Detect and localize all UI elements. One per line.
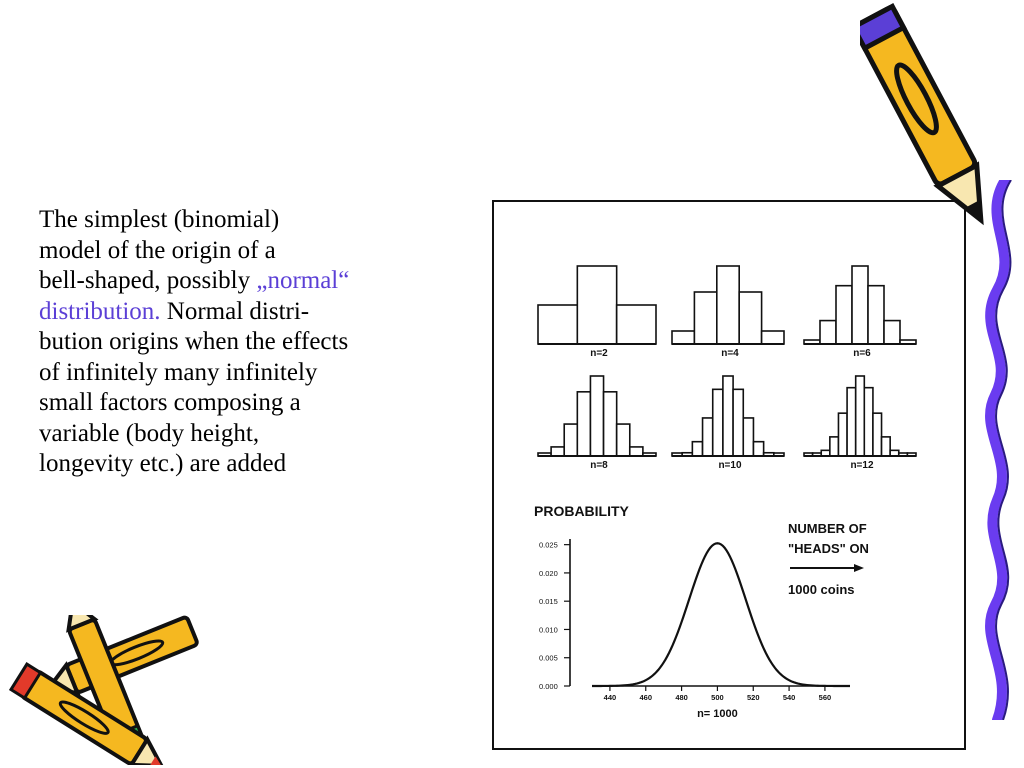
body-text-segment: variable (body height, — [39, 419, 260, 447]
y-tick-label: 0.015 — [539, 597, 558, 606]
histogram-label: n=10 — [718, 460, 742, 471]
text-line: bution origins when the effects — [39, 327, 479, 358]
text-line: distribution. Normal distri- — [39, 297, 479, 328]
histogram-label: n=4 — [721, 348, 739, 359]
x-tick-label: 540 — [783, 693, 796, 702]
histogram-bar — [691, 440, 704, 457]
chart-annotation: 1000 coins — [788, 582, 855, 597]
y-tick-label: 0.005 — [539, 654, 558, 663]
histogram-bar — [819, 319, 837, 345]
histogram-label: n=2 — [590, 348, 608, 359]
histogram-bar — [835, 284, 853, 345]
histogram-bar — [872, 412, 883, 457]
histogram-bar — [837, 412, 848, 457]
annotation-arrow-head — [854, 564, 864, 572]
histogram-bar — [563, 423, 579, 457]
histogram-bar — [880, 436, 891, 457]
figure-panel: n=2 n=4 n=6 n=8 n=10 n=12 PROBABILITY NUMBER OF… — [492, 200, 966, 750]
x-axis-label: n= 1000 — [697, 708, 738, 720]
histogram-bar — [760, 330, 785, 345]
x-tick-label: 480 — [675, 693, 688, 702]
histogram-bar — [576, 391, 592, 457]
histogram-bar — [576, 265, 618, 345]
y-tick-label: 0.025 — [539, 541, 558, 550]
histogram-bar — [589, 375, 605, 457]
histogram-bar — [851, 265, 869, 345]
body-text-segment: Normal distri- — [160, 297, 310, 325]
histogram-label: n=12 — [850, 460, 874, 471]
x-tick-label: 440 — [604, 693, 617, 702]
body-text-segment: bell-shaped, possibly — [39, 267, 257, 294]
y-tick-label: 0.020 — [539, 569, 558, 578]
histogram-bar — [671, 330, 696, 345]
text-line: small factors composing a — [39, 388, 479, 419]
histogram-bar — [537, 304, 579, 345]
histogram-bar — [602, 391, 618, 457]
body-text-segment: model of the origin of a — [39, 236, 276, 264]
text-line: The simplest (binomial) — [39, 205, 479, 236]
x-tick-label: 560 — [819, 693, 832, 702]
chart-title: PROBABILITY — [534, 503, 630, 519]
chart-annotation: "HEADS" ON — [788, 541, 869, 556]
body-text-segment: longevity etc.) are added — [39, 450, 287, 477]
histogram-bar — [711, 388, 724, 457]
highlighted-text: „normal“ — [256, 267, 350, 294]
histogram-bar — [867, 284, 885, 345]
crossed-pencils-icon — [8, 615, 199, 765]
histogram-bar — [628, 446, 644, 457]
normal-curve — [592, 542, 850, 688]
body-text: The simplest (binomial) model of the orig… — [39, 205, 479, 480]
pencil-icon — [860, 3, 984, 226]
chart-annotation: NUMBER OF — [788, 521, 867, 536]
histogram-label: n=8 — [590, 460, 608, 471]
histogram-bar — [615, 423, 631, 457]
histogram-label: n=6 — [853, 348, 871, 359]
histogram-bar — [883, 319, 901, 345]
y-tick-label: 0.000 — [539, 682, 558, 691]
histogram-bar — [732, 388, 745, 457]
histogram-bar — [693, 291, 718, 345]
x-tick-label: 460 — [639, 693, 652, 702]
histogram-bar — [738, 291, 763, 345]
binomial-figure: n=2 n=4 n=6 n=8 n=10 n=12 PROBABILITY NUMBER OF… — [534, 265, 917, 720]
text-line: variable (body height, — [39, 419, 479, 450]
body-text-segment: small factors composing a — [39, 389, 301, 416]
body-text-segment: bution origins when the effects — [39, 328, 349, 355]
x-tick-label: 500 — [711, 693, 724, 702]
histogram-bar — [829, 436, 840, 457]
histogram-bar — [742, 417, 755, 457]
histogram-bar — [854, 375, 866, 457]
body-text-segment: of infinitely many infinitely — [39, 358, 318, 386]
y-tick-label: 0.010 — [539, 625, 558, 634]
histogram-bar — [550, 446, 566, 457]
histogram-bar — [846, 386, 857, 457]
highlighted-text: distribution. — [39, 297, 161, 325]
text-line: longevity etc.) are added — [39, 449, 479, 480]
histogram-bar — [701, 417, 714, 457]
histogram-bar — [722, 375, 734, 457]
text-line: model of the origin of a — [39, 236, 479, 267]
histogram-bar — [752, 440, 765, 457]
text-line: bell-shaped, possibly „normal“ — [39, 266, 479, 297]
text-line: of infinitely many infinitely — [39, 358, 479, 389]
wavy-ribbon-icon — [985, 180, 1012, 720]
x-tick-label: 520 — [747, 693, 760, 702]
histogram-bar — [615, 304, 657, 345]
histogram-bar — [716, 265, 741, 345]
body-text-segment: The simplest (binomial) — [39, 206, 280, 233]
histogram-bar — [863, 386, 874, 457]
